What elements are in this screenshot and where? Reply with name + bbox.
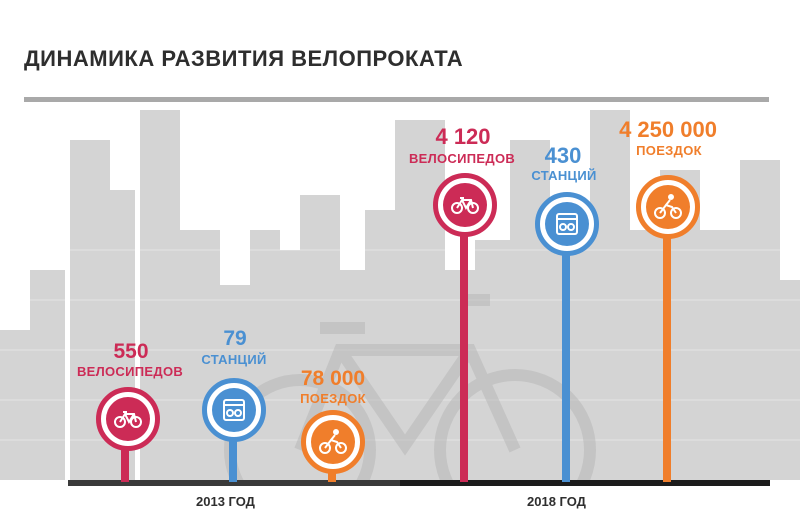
bikes-2013-label: ВЕЛОСИПЕДОВ bbox=[76, 364, 184, 379]
stations-2018-value: 430 bbox=[544, 143, 582, 168]
bike-station-icon bbox=[556, 213, 578, 235]
trips-2013-label: ПОЕЗДОК bbox=[300, 391, 366, 406]
trips-2018-badge bbox=[636, 175, 700, 239]
bikes-2018-badge bbox=[433, 173, 497, 237]
trips-2013-badge bbox=[301, 410, 365, 474]
bikes-2013-badge bbox=[96, 387, 160, 451]
cyclist-icon bbox=[654, 194, 682, 219]
bikes-2018-stem bbox=[460, 230, 468, 482]
stations-2018-stem bbox=[562, 250, 570, 482]
stations-2018-label: СТАНЦИЙ bbox=[531, 168, 597, 183]
stations-2013-value: 79 bbox=[223, 327, 247, 350]
cyclist-icon bbox=[319, 429, 347, 454]
bikes-2013-value: 550 bbox=[113, 340, 149, 363]
trips-2018-value: 4 250 000 bbox=[619, 117, 717, 142]
bicycle-icon bbox=[114, 411, 142, 428]
bike-station-icon bbox=[223, 399, 245, 421]
year-label-2013: 2013 ГОД bbox=[196, 494, 255, 509]
bikes-2013-stem bbox=[121, 445, 129, 482]
trips-2018-label: ПОЕЗДОК bbox=[636, 143, 702, 158]
page-title: ДИНАМИКА РАЗВИТИЯ ВЕЛОПРОКАТА bbox=[24, 46, 464, 71]
year-label-2018: 2018 ГОД bbox=[527, 494, 586, 509]
bikes-2018-value: 4 120 bbox=[435, 124, 491, 149]
baseline-2013 bbox=[68, 480, 400, 486]
stations-2018-badge bbox=[535, 192, 599, 256]
baseline-2018 bbox=[400, 480, 770, 486]
stations-2013-stem bbox=[229, 440, 237, 482]
trips-2013-stem bbox=[328, 468, 336, 482]
trips-2018-stem bbox=[663, 235, 671, 482]
bikes-2018-label: ВЕЛОСИПЕДОВ bbox=[408, 151, 516, 166]
trips-2013-value: 78 000 bbox=[300, 367, 366, 390]
bicycle-icon bbox=[451, 197, 479, 214]
title-divider bbox=[24, 97, 769, 102]
stations-2013-label: СТАНЦИЙ bbox=[201, 352, 267, 367]
stations-2013-badge bbox=[202, 378, 266, 442]
